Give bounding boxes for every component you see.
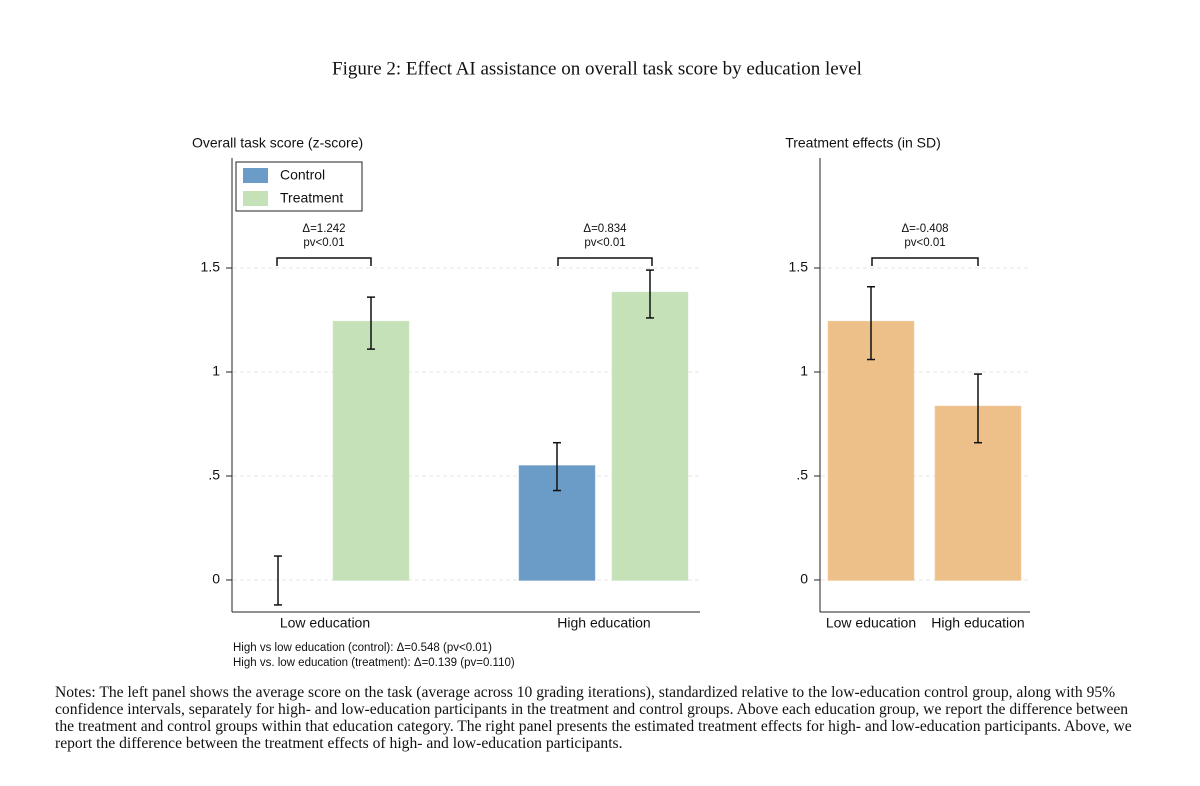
bracket <box>276 257 372 266</box>
legend-swatch <box>243 168 268 183</box>
annotation: High vs low education (control): Δ=0.548… <box>233 642 492 654</box>
figure-title: Figure 2: Effect AI assistance on overal… <box>332 58 862 79</box>
legend-label: Treatment <box>280 190 343 206</box>
x-tick-label: Low education <box>280 615 370 631</box>
y-tick-label: 1 <box>212 363 220 379</box>
x-tick-label: Low education <box>826 615 916 631</box>
y-tick-label: 0 <box>800 571 808 587</box>
notes: Notes: The left panel shows the average … <box>55 684 1132 752</box>
bracket <box>557 257 653 266</box>
bracket-pv: pv<0.01 <box>904 237 945 249</box>
bracket-pv: pv<0.01 <box>584 237 625 249</box>
y-tick-label: 1 <box>800 363 808 379</box>
y-tick-label: 0 <box>212 571 220 587</box>
x-tick-label: High education <box>557 615 650 631</box>
y-axis-label: Treatment effects (in SD) <box>785 135 941 151</box>
y-tick-label: 1.5 <box>201 259 221 275</box>
bracket <box>871 257 979 266</box>
bracket-delta: Δ=-0.408 <box>901 223 948 235</box>
y-tick-label: .5 <box>208 467 220 483</box>
y-tick-label: 1.5 <box>789 259 809 275</box>
y-tick-label: .5 <box>796 467 808 483</box>
bar <box>332 320 410 581</box>
bracket-delta: Δ=1.242 <box>302 223 345 235</box>
bar <box>611 291 689 581</box>
figure: Figure 2: Effect AI assistance on overal… <box>192 58 1030 669</box>
bracket-delta: Δ=0.834 <box>583 223 627 235</box>
legend-label: Control <box>280 167 325 183</box>
legend-swatch <box>243 191 268 206</box>
bar <box>827 320 915 581</box>
annotation: High vs. low education (treatment): Δ=0.… <box>233 657 515 669</box>
x-tick-label: High education <box>931 615 1024 631</box>
y-axis-label: Overall task score (z-score) <box>192 135 363 151</box>
bracket-pv: pv<0.01 <box>303 237 344 249</box>
